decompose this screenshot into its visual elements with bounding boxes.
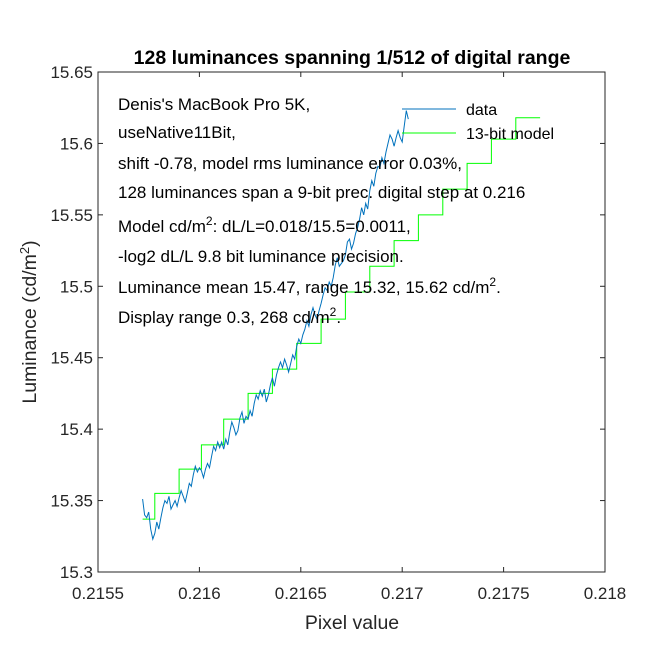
annotation-line: Luminance mean 15.47, range 15.32, 15.62… [118, 275, 501, 297]
annotation-text: Display range 0.3, 268 cd/m [118, 308, 330, 327]
y-tick-label: 15.5 [60, 277, 93, 296]
y-tick-label: 15.65 [50, 63, 93, 82]
annotation-text: useNative11Bit, [118, 123, 236, 142]
annotation-rest: : dL/L=0.018/15.5=0.0011, [213, 217, 411, 236]
chart-title: 128 luminances spanning 1/512 of digital… [134, 47, 571, 69]
series-data [142, 110, 409, 541]
annotation-text: -log2 dL/L 9.8 bit luminance precision. [118, 247, 404, 266]
y-axis-label-sup: 2 [17, 247, 32, 254]
annotation-line: useNative11Bit, [118, 123, 236, 142]
y-axis-label-main: Luminance (cd/m [19, 254, 41, 404]
y-tick-label: 15.45 [50, 349, 93, 368]
annotation-superscript: 2 [330, 305, 337, 319]
annotation-text: Model cd/m [118, 217, 206, 236]
axes-box [97, 71, 606, 573]
annotation-text: Denis's MacBook Pro 5K, [118, 95, 310, 114]
annotation-line: shift -0.78, model rms luminance error 0… [118, 154, 462, 173]
series-13-bit-model [142, 117, 541, 520]
y-tick-label: 15.35 [50, 492, 93, 511]
plot-area: 0.2155 0.216 0.2165 0.217 0.2175 0.218 15.315… [50, 63, 626, 603]
annotation-line: -log2 dL/L 9.8 bit luminance precision. [118, 247, 404, 266]
y-tick-label: 15.3 [60, 563, 93, 582]
annotation-line: Denis's MacBook Pro 5K, [118, 95, 310, 114]
legend: data 13-bit model [402, 102, 554, 143]
x-tick-label: 0.216 [178, 584, 221, 603]
x-tick-label: 0.2155 [72, 584, 124, 603]
x-tick-label: 0.218 [584, 584, 627, 603]
annotation-text: 128 luminances span a 9-bit prec. digita… [118, 183, 525, 202]
x-tick-label: 0.2175 [478, 584, 530, 603]
legend-label-data: data [466, 102, 497, 119]
annotation-line: Model cd/m2: dL/L=0.018/15.5=0.0011, [118, 214, 411, 236]
annotation-text: Luminance mean 15.47, range 15.32, 15.62… [118, 278, 489, 297]
annotation-rest: . [336, 308, 341, 327]
annotation-text: shift -0.78, model rms luminance error 0… [118, 154, 462, 173]
y-axis-label: Luminance (cd/m2) [17, 240, 41, 403]
annotation-rest: . [496, 278, 501, 297]
y-tick-label: 15.6 [60, 134, 93, 153]
y-tick-label: 15.55 [50, 206, 93, 225]
annotation-block: Denis's MacBook Pro 5K, useNative11Bit, sh… [118, 95, 525, 327]
annotation-line: Display range 0.3, 268 cd/m2. [118, 305, 341, 327]
x-tick-label: 0.2165 [275, 584, 327, 603]
annotation-superscript: 2 [489, 275, 496, 289]
y-axis-label-end: ) [19, 240, 41, 247]
x-axis-label: Pixel value [305, 612, 399, 634]
y-axis: 15.3 15.35 15.4 15.45 15.5 15.55 15.6 15.65 [50, 63, 605, 582]
annotation-line: 128 luminances span a 9-bit prec. digita… [118, 183, 525, 202]
x-axis: 0.2155 0.216 0.2165 0.217 0.2175 0.218 [72, 72, 626, 603]
x-tick-label: 0.217 [381, 584, 424, 603]
annotation-superscript: 2 [206, 214, 213, 228]
y-tick-label: 15.4 [60, 420, 93, 439]
legend-label-13-bit-model: 13-bit model [466, 126, 554, 143]
